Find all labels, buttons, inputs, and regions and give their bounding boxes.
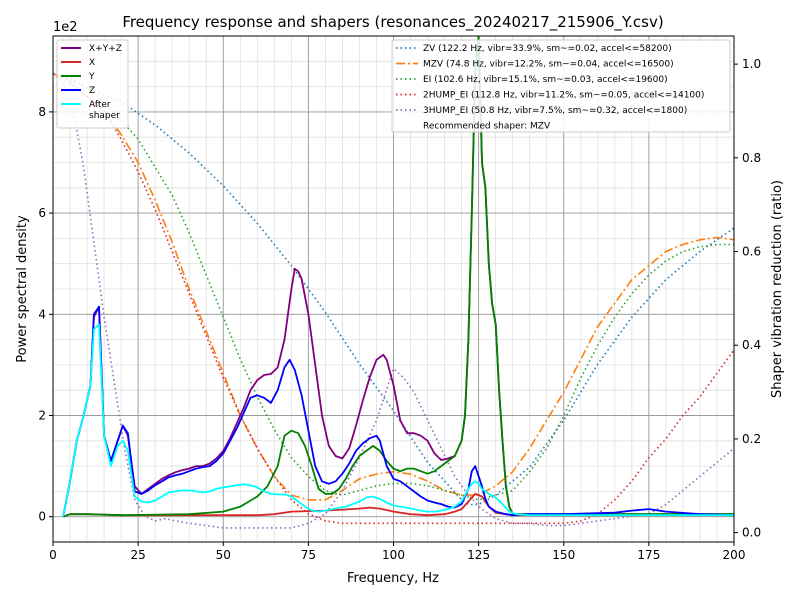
x-tick-label: 75: [301, 548, 316, 562]
chart-title: Frequency response and shapers (resonanc…: [122, 13, 663, 32]
y2-axis-ticks: 0.0 0.2 0.4 0.6 0.8 1.0: [734, 57, 761, 540]
x-axis-ticks: 0 25 50 75 100 125 150 175 200: [49, 542, 745, 562]
shaper-legend: ZV (122.2 Hz, vibr=33.9%, sm~=0.02, acce…: [391, 39, 731, 133]
y-tick-label: 4: [38, 307, 46, 321]
x-tick-label: 25: [130, 548, 145, 562]
series-line-7: [53, 72, 734, 501]
y2-tick-label: 0.0: [742, 526, 761, 540]
recommended-shaper-label: Recommended shaper: MZV: [423, 122, 551, 132]
y2-tick-label: 0.4: [742, 338, 761, 352]
legend-label: Z: [89, 86, 95, 96]
legend-label: X+Y+Z: [89, 44, 122, 54]
legend-label: X: [89, 58, 95, 68]
legend-label: ZV (122.2 Hz, vibr=33.9%, sm~=0.02, acce…: [423, 44, 672, 54]
series-line-2: [62, 36, 734, 518]
y2-axis-label: Shaper vibration reduction (ratio): [770, 180, 785, 398]
legend-label: EI (102.6 Hz, vibr=15.1%, sm~=0.03, acce…: [423, 75, 668, 85]
x-tick-label: 125: [467, 548, 490, 562]
y-axis-ticks: 0 2 4 6 8: [38, 105, 53, 524]
series-line-8: [53, 72, 734, 525]
x-axis-label: Frequency, Hz: [347, 571, 439, 586]
y-tick-label: 8: [38, 105, 46, 119]
legend-label: 2HUMP_EI (112.8 Hz, vibr=11.2%, sm~=0.05…: [423, 91, 704, 101]
x-tick-label: 100: [382, 548, 405, 562]
shaper-legend-box: [391, 39, 731, 133]
y2-tick-label: 0.2: [742, 432, 761, 446]
legend-label: After: [89, 100, 111, 110]
y-tick-label: 2: [38, 409, 46, 423]
series-line-9: [53, 72, 734, 529]
legend-label: 3HUMP_EI (50.8 Hz, vibr=7.5%, sm~=0.32, …: [423, 106, 687, 116]
y-axis-scale-label: 1e2: [53, 20, 78, 35]
x-tick-label: 200: [723, 548, 746, 562]
y2-tick-label: 1.0: [742, 57, 761, 71]
legend-label: MZV (74.8 Hz, vibr=12.2%, sm~=0.04, acce…: [423, 60, 674, 70]
series-line-5: [53, 72, 734, 506]
series-line-6: [53, 72, 734, 501]
y-tick-label: 0: [38, 510, 46, 524]
legend-label: Y: [88, 72, 95, 82]
series-line-4: [62, 323, 734, 517]
y-tick-label: 6: [38, 206, 46, 220]
y-axis-label: Power spectral density: [15, 215, 30, 363]
x-tick-label: 175: [637, 548, 660, 562]
x-tick-label: 150: [552, 548, 575, 562]
y2-tick-label: 0.6: [742, 245, 761, 259]
series-line-3: [62, 305, 734, 517]
legend-label: shaper: [89, 111, 120, 121]
x-tick-label: 50: [216, 548, 231, 562]
x-tick-label: 0: [49, 548, 57, 562]
y2-tick-label: 0.8: [742, 151, 761, 165]
